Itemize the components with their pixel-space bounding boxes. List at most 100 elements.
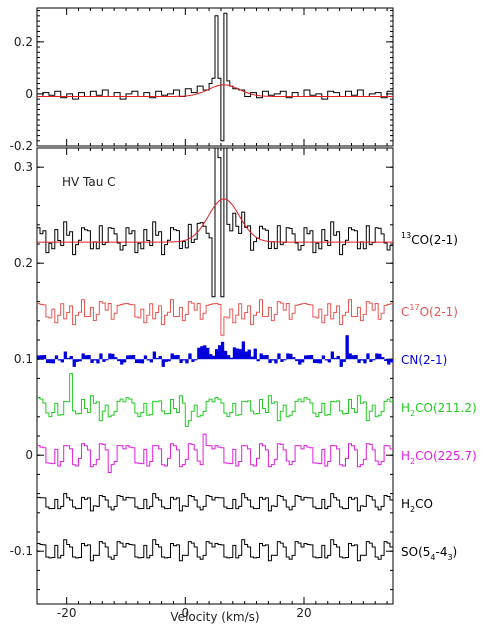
cn-channel-bar xyxy=(84,355,88,360)
cn-channel-bar xyxy=(235,348,240,360)
cn-channel-bar xyxy=(286,353,290,360)
cn-channel-bar xyxy=(78,359,82,362)
cn-channel-bar xyxy=(378,353,382,360)
cn-channel-bar xyxy=(176,355,180,360)
cn-channel-bar xyxy=(140,359,145,364)
y-tick-label: 0 xyxy=(25,448,33,462)
cn-channel-bar xyxy=(363,359,367,364)
cn-channel-bar xyxy=(229,357,234,360)
cn-channel-bar xyxy=(223,350,228,360)
h2co211-spectrum-line xyxy=(37,373,393,427)
line-label-h2co211: H2CO(211.2) xyxy=(401,401,477,418)
cn-channel-bar xyxy=(173,355,177,360)
cn-channel-bar xyxy=(60,359,64,363)
cn-channel-bar xyxy=(274,359,278,364)
cn-channel-bar xyxy=(307,355,311,360)
cn-channel-bar xyxy=(345,335,349,360)
y-tick-label: 0 xyxy=(25,87,33,101)
cn-channel-bar xyxy=(375,353,379,360)
cn-channel-bar xyxy=(265,355,269,360)
cn-channel-bar xyxy=(289,353,293,360)
cn-channel-bar xyxy=(75,359,79,362)
cn-channel-bar xyxy=(360,359,364,361)
cn-channel-bar xyxy=(271,359,275,361)
cn-channel-bar xyxy=(333,357,337,360)
x-tick-label: -20 xyxy=(57,606,77,620)
cn-channel-bar xyxy=(131,355,136,360)
cn-channel-bar xyxy=(188,353,192,360)
cn-channel-bar xyxy=(283,359,287,361)
top-spectrum-line xyxy=(37,12,394,142)
cn-channel-bar xyxy=(96,359,100,364)
cn-channel-bar xyxy=(158,356,162,360)
so-spectrum-line xyxy=(37,539,393,562)
cn-channel-bar xyxy=(298,359,302,365)
cn-channel-bar xyxy=(66,357,70,360)
cn-channel-bar xyxy=(42,355,47,360)
cn-channel-bar xyxy=(126,355,130,360)
top-series xyxy=(37,12,394,142)
cn-channel-bar xyxy=(152,351,156,360)
line-label-cn: CN(2-1) xyxy=(401,353,447,367)
cn-channel-bar xyxy=(81,353,85,360)
cn-channel-bar xyxy=(146,359,151,361)
cn-channel-bar xyxy=(366,353,370,360)
cn-channel-bar xyxy=(63,351,67,360)
cn-channel-bar xyxy=(90,359,94,363)
cn-channel-bar xyxy=(194,359,198,361)
cn-channel-bar xyxy=(191,359,195,362)
top-panel: 0.2 0 -0.2 xyxy=(10,7,394,153)
cn-channel-bar xyxy=(123,359,127,363)
cn-channel-bar xyxy=(369,359,373,362)
object-annotation: HV Tau C xyxy=(62,175,116,189)
cn-channel-bar xyxy=(167,359,171,362)
line-label-so: SO(54-43) xyxy=(401,545,457,562)
cn-channel-bar xyxy=(105,359,109,361)
line-label-h2co: H2CO xyxy=(401,497,433,514)
cn-channel-bar xyxy=(143,355,148,360)
cn-channel-bar xyxy=(253,348,257,360)
co13_fit-gaussian-fit xyxy=(37,198,393,243)
bottom-series xyxy=(37,148,393,562)
top-gaussian-fit xyxy=(37,84,393,97)
bottom-series-clip xyxy=(37,148,393,562)
cn-channel-bar xyxy=(301,359,305,363)
cn-channel-bar xyxy=(339,359,343,367)
cn-channel-bar xyxy=(244,351,248,360)
cn-channel-bar xyxy=(304,355,308,360)
cn-channel-bar xyxy=(111,353,115,360)
y-tick-label: 0.3 xyxy=(14,160,33,174)
cn-channel-bar xyxy=(218,345,222,360)
cn-channel-bar xyxy=(357,359,361,363)
cn-channel-bar xyxy=(321,355,326,360)
cn-channel-bar xyxy=(179,359,183,363)
cn-channel-bar xyxy=(161,359,165,367)
bottom-axes: 0.3 0.2 0.1 0 -0.1 -20 0 20 xyxy=(10,147,393,620)
cn-channel-bar xyxy=(381,357,385,360)
cn-channel-bar xyxy=(247,349,251,360)
top-panel-frame xyxy=(36,7,394,147)
cn-channel-bar xyxy=(390,359,393,363)
cn-channel-bar xyxy=(336,356,340,360)
cn-channel-bar xyxy=(312,359,317,363)
cn-channel-bar xyxy=(324,359,329,361)
cn-channel-bar xyxy=(129,355,133,360)
co13-spectrum-line xyxy=(37,148,393,298)
x-tick-label: 0 xyxy=(182,606,190,620)
cn-channel-bar xyxy=(220,341,225,360)
y-tick-label: 0.2 xyxy=(14,35,33,49)
y-tick-label: 0.2 xyxy=(14,256,33,270)
cn-channel-bar xyxy=(295,359,299,362)
cn-channel-bar xyxy=(45,359,50,363)
cn-channel-bar xyxy=(215,349,219,360)
cn-channel-bar xyxy=(93,359,97,361)
bottom-panel: 0.3 0.2 0.1 0 -0.1 -20 0 20 HV Tau C 13CO(2-1) C… xyxy=(10,147,477,624)
cn-channel-bar xyxy=(69,356,73,360)
cn-channel-bar xyxy=(318,359,323,364)
cn-channel-bar xyxy=(200,346,204,360)
cn-channel-bar xyxy=(209,354,213,360)
top-axes: 0.2 0 -0.2 xyxy=(10,8,393,153)
cn-channel-bar xyxy=(51,359,56,364)
cn-channel-bar xyxy=(37,355,41,360)
